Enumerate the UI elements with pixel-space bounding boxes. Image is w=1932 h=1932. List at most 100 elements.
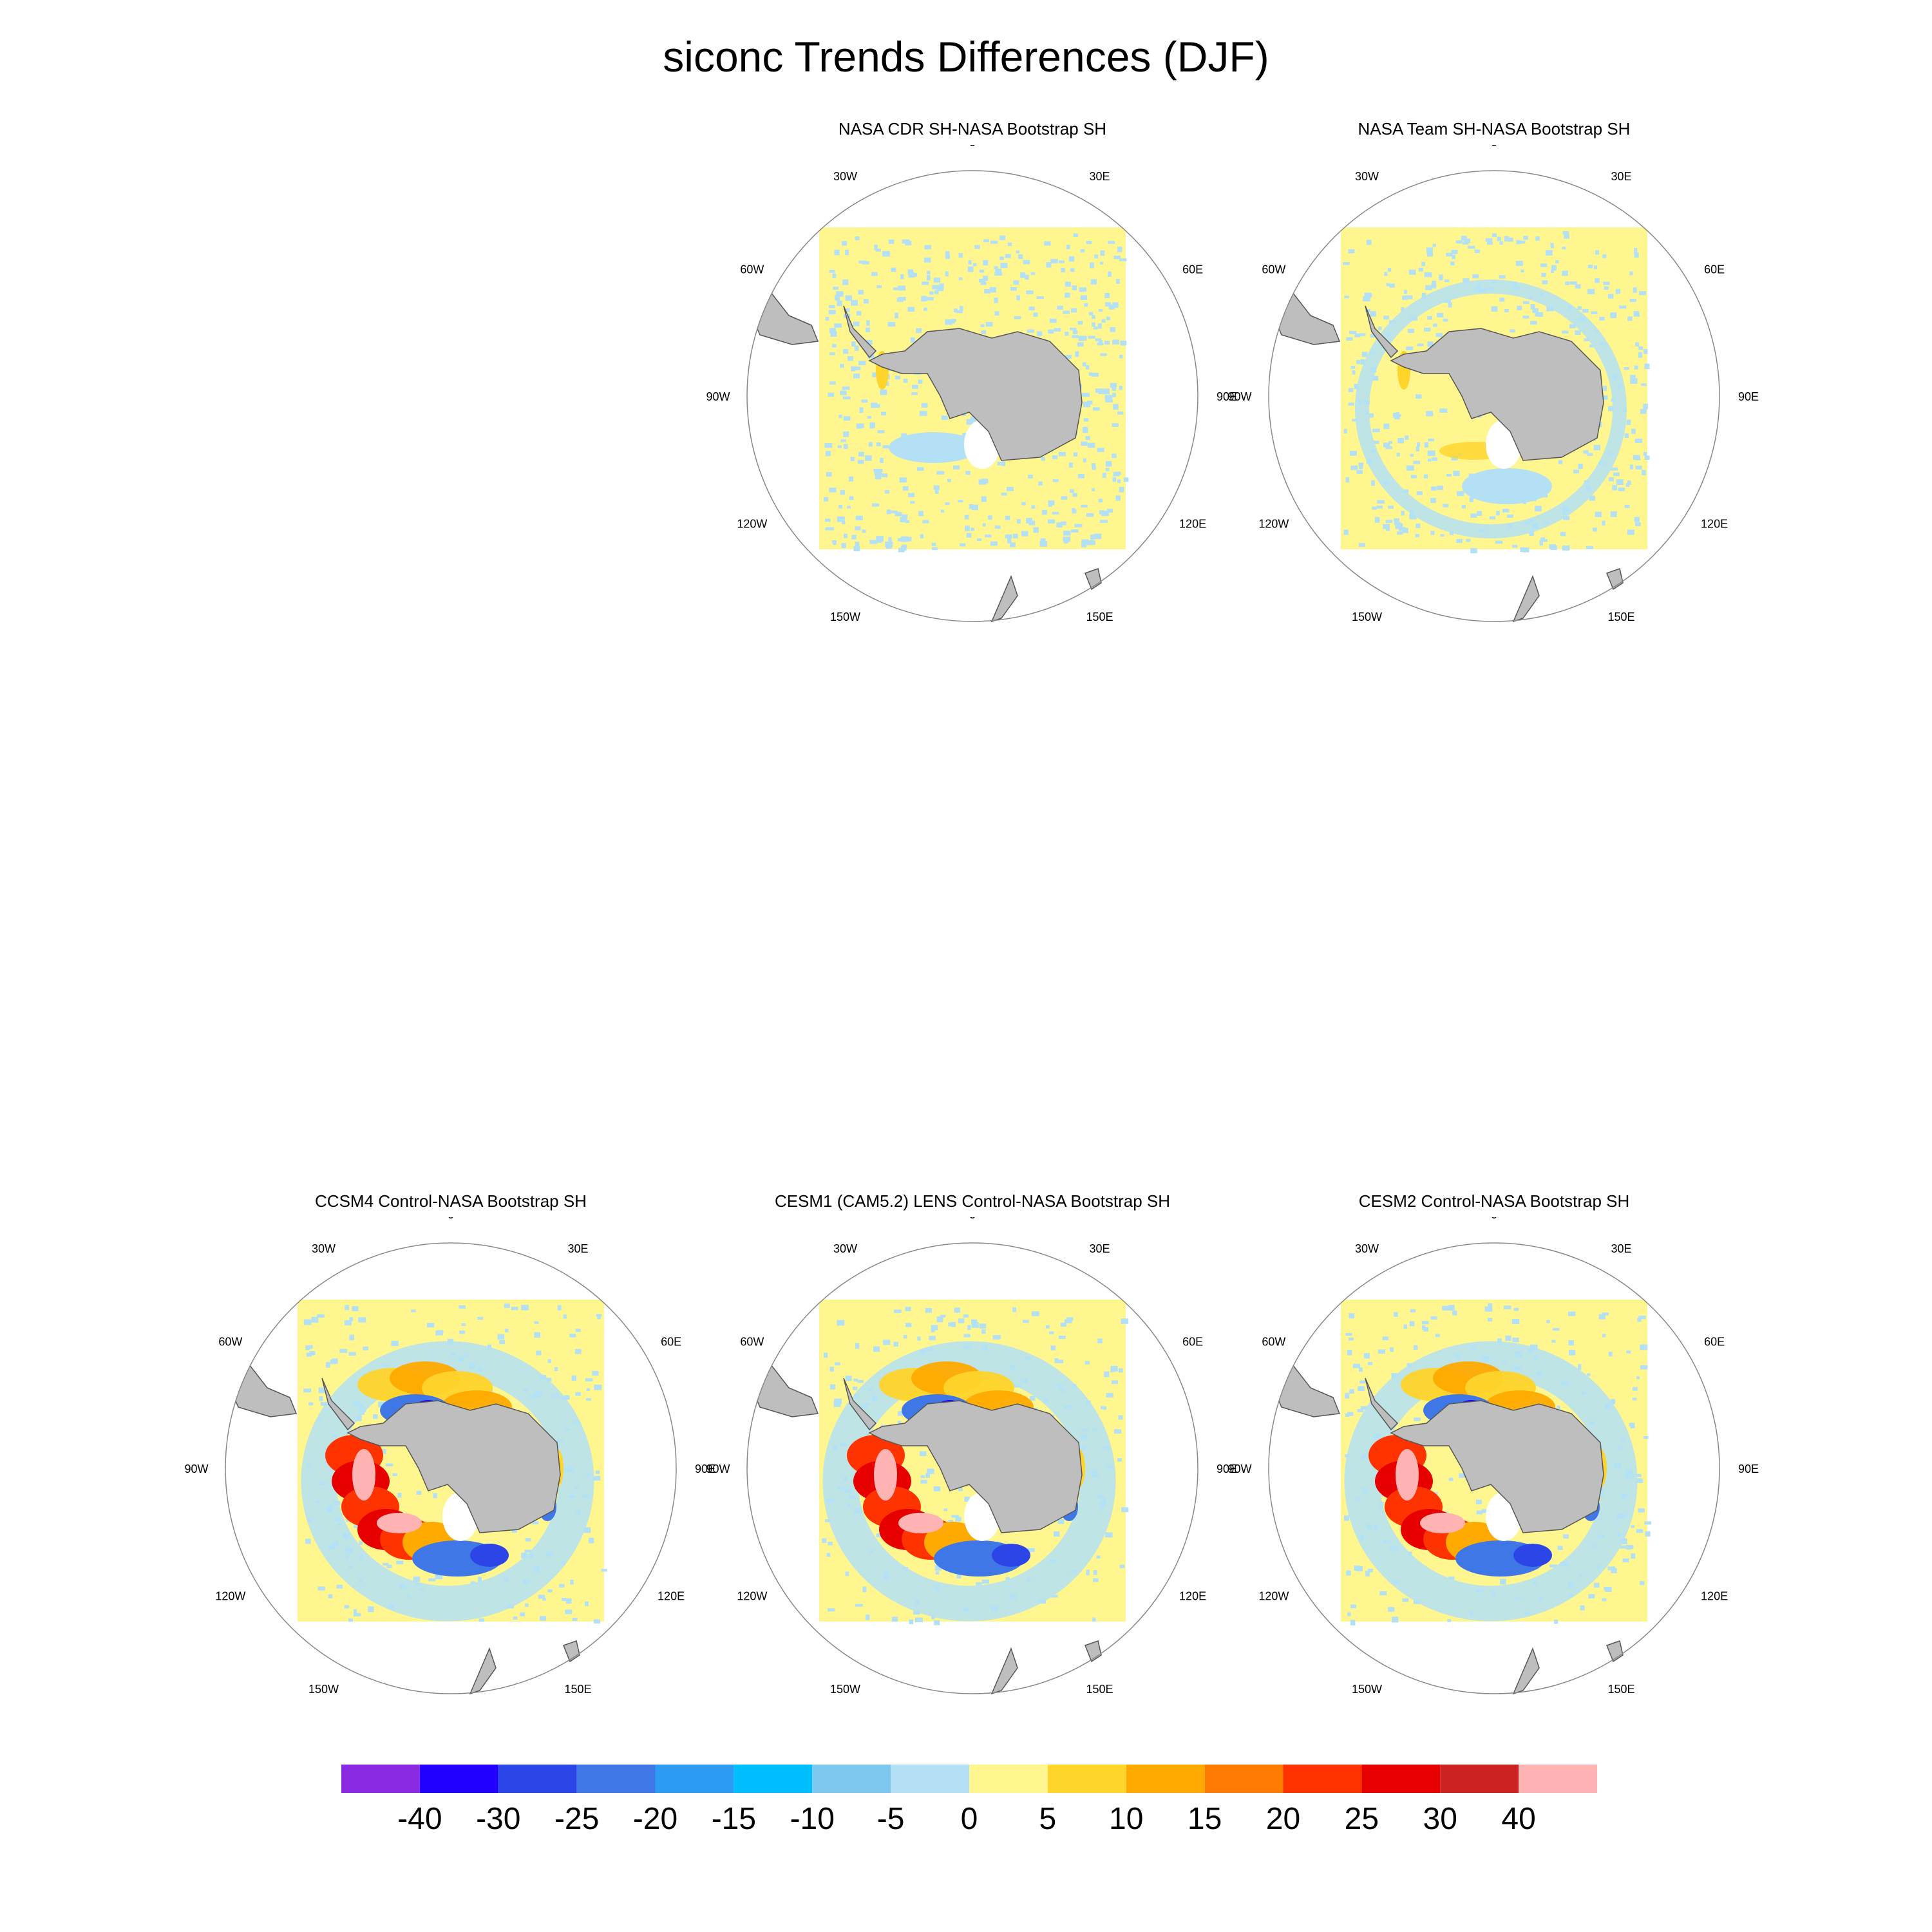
map-boundary [1268, 170, 1720, 622]
longitude-label: 120E [658, 1590, 685, 1603]
longitude-label: 90E [1738, 390, 1759, 403]
panel-title: CESM1 (CAM5.2) LENS Control-NASA Bootstr… [774, 1191, 1171, 1211]
panel-title: NASA Team SH-NASA Bootstrap SH [1358, 119, 1631, 138]
longitude-label: 150W [1352, 611, 1382, 623]
colorbar-label: -25 [554, 1802, 599, 1836]
longitude-label: 90W [706, 390, 730, 403]
longitude-label: 150W [830, 611, 860, 623]
longitude-label: 60W [1262, 1336, 1285, 1349]
longitude-label: 150E [1086, 1683, 1113, 1696]
longitude-label: 30E [1089, 170, 1110, 183]
colorbar-swatch [1519, 1765, 1597, 1793]
longitude-label: 30E [567, 1242, 588, 1255]
polar-map: 030E60E90E120E150E180150W120W90W60W30W [706, 145, 1237, 623]
longitude-label: 30W [1355, 170, 1379, 183]
longitude-label: 30E [1089, 1242, 1110, 1255]
colorbar-label: 15 [1188, 1802, 1222, 1836]
colorbar-label: 25 [1345, 1802, 1379, 1836]
data-field [819, 1300, 1129, 1625]
longitude-label: 60E [1182, 1336, 1203, 1349]
longitude-label: 150W [308, 1683, 339, 1696]
longitude-label: 90W [184, 1463, 208, 1475]
colorbar-swatch [812, 1765, 891, 1793]
longitude-label: 0 [969, 145, 976, 149]
longitude-label: 150W [1352, 1683, 1382, 1696]
longitude-label: 120W [737, 518, 767, 531]
colorbar-swatch [1047, 1765, 1126, 1793]
antarctica [1390, 328, 1604, 461]
panel-title: NASA CDR SH-NASA Bootstrap SH [838, 119, 1107, 138]
longitude-label: 90W [706, 1463, 730, 1475]
longitude-label: 120E [1701, 518, 1728, 531]
longitude-label: 30E [1611, 170, 1631, 183]
colorbar-swatch [1126, 1765, 1205, 1793]
colorbar-swatch [1361, 1765, 1441, 1793]
colorbar-swatch [1440, 1765, 1519, 1793]
south-america [228, 1358, 298, 1417]
colorbar-label: -10 [790, 1802, 835, 1836]
longitude-label: 120W [737, 1590, 767, 1603]
polar-map: 030E60E90E120E150E180150W120W90W60W30W [1227, 1217, 1759, 1696]
antarctic-peninsula [843, 1378, 877, 1431]
longitude-label: 60W [740, 263, 764, 276]
antarctic-peninsula [321, 1378, 355, 1431]
longitude-label: 150E [1607, 611, 1634, 623]
south-america [750, 1358, 819, 1417]
colorbar-label: 20 [1266, 1802, 1300, 1836]
longitude-label: 120E [1179, 1590, 1206, 1603]
longitude-label: 120W [1258, 518, 1289, 531]
panel-title: CCSM4 Control-NASA Bootstrap SH [315, 1191, 587, 1211]
map-panel-ccsm4: CCSM4 Control-NASA Bootstrap SH 0 30E 60E 9… [161, 1191, 741, 1707]
data-field [1341, 1300, 1652, 1625]
longitude-label: 60E [1182, 263, 1203, 276]
longitude-label: 30W [312, 1242, 336, 1255]
longitude-label: 60E [1704, 1336, 1725, 1349]
colorbar-swatch [891, 1765, 969, 1793]
longitude-label: 90W [1227, 390, 1251, 403]
antarctica [1390, 1400, 1604, 1533]
colorbar-label: 30 [1423, 1802, 1457, 1836]
colorbar-swatch [734, 1765, 813, 1793]
map-panel-cesm1: CESM1 (CAM5.2) LENS Control-NASA Bootstr… [683, 1191, 1262, 1707]
longitude-label: 0 [448, 1217, 454, 1221]
new-zealand [1512, 1647, 1540, 1695]
colorbar-swatch [341, 1765, 420, 1793]
antarctic-peninsula [1365, 1378, 1399, 1431]
longitude-label: 30E [1611, 1242, 1631, 1255]
colorbar-label: -5 [877, 1802, 905, 1836]
longitude-label: 0 [1491, 145, 1497, 149]
antarctic-peninsula [1365, 305, 1399, 359]
longitude-label: 30W [833, 1242, 857, 1255]
map-panel-nasa-team: NASA Team SH-NASA Bootstrap SH 0 30E 60E 90… [1204, 119, 1784, 634]
colorbar-label: 5 [1039, 1802, 1057, 1836]
longitude-label: 120W [215, 1590, 245, 1603]
longitude-label: 60W [218, 1336, 242, 1349]
polar-map: 030E60E90E120E150E180150W120W90W60W30W [1227, 145, 1759, 623]
new-zealand [990, 1647, 1018, 1695]
colorbar-swatch [419, 1765, 498, 1793]
longitude-label: 90E [695, 1463, 715, 1475]
longitude-label: 90W [1227, 1463, 1251, 1475]
longitude-label: 60W [740, 1336, 764, 1349]
longitude-label: 0 [969, 1217, 976, 1221]
colorbar-label: 0 [961, 1802, 978, 1836]
longitude-label: 150E [564, 1683, 591, 1696]
antarctic-peninsula [843, 305, 877, 359]
longitude-label: 60E [661, 1336, 681, 1349]
south-america [750, 285, 819, 345]
map-panel-cesm2: CESM2 Control-NASA Bootstrap SH 0 30E 60E 9… [1204, 1191, 1784, 1707]
south-america [1271, 1358, 1341, 1417]
longitude-label: 90E [1217, 1463, 1237, 1475]
colorbar-swatch [655, 1765, 734, 1793]
longitude-label: 30W [1355, 1242, 1379, 1255]
colorbar-swatch [969, 1765, 1048, 1793]
colorbar-label: -15 [712, 1802, 756, 1836]
polar-map: 030E60E90E120E150E180150W120W90W60W30W [706, 1217, 1237, 1696]
colorbar-swatch [498, 1765, 577, 1793]
longitude-label: 150E [1607, 1683, 1634, 1696]
data-field [1341, 227, 1650, 554]
antarctica [868, 1400, 1083, 1533]
map-panel-nasa-cdr: NASA CDR SH-NASA Bootstrap SH 0 30E 60E 90E… [683, 119, 1262, 634]
map-boundary [225, 1242, 677, 1694]
longitude-label: 150W [830, 1683, 860, 1696]
